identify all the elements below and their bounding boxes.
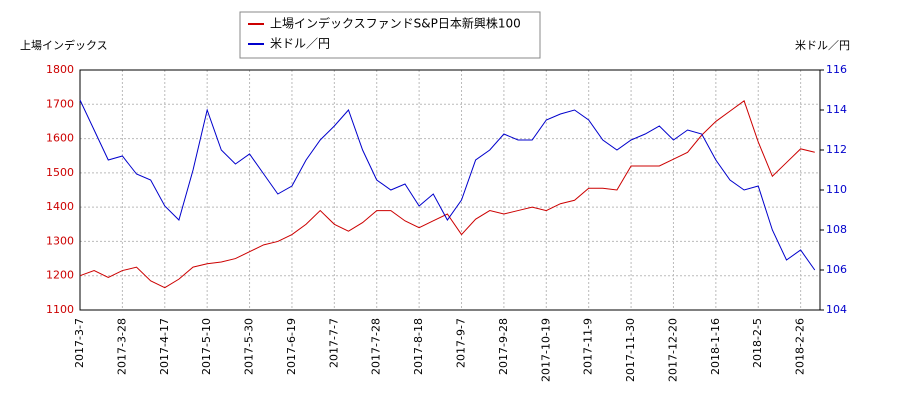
x-tick-label: 2017-11-9 (582, 318, 595, 375)
y-tick-label: 1600 (46, 132, 74, 145)
y2-tick-label: 104 (826, 303, 847, 316)
x-tick-label: 2017-7-7 (327, 318, 340, 368)
series-line (79, 99, 816, 271)
x-tick-label: 2018-2-5 (751, 318, 764, 368)
x-tick-label: 2017-12-20 (666, 318, 679, 382)
y-tick-label: 1800 (46, 63, 74, 76)
y2-tick-label: 114 (826, 103, 847, 116)
y-tick-label: 1100 (46, 303, 74, 316)
legend-label: 上場インデックスファンドS&P日本新興株100 (270, 16, 521, 31)
y2-axis-label: 米ドル／円 (795, 39, 850, 52)
y-axis-label: 上場インデックス (20, 38, 108, 52)
legend-box (239, 11, 541, 59)
series-line (79, 100, 815, 289)
x-tick-label: 2017-9-7 (455, 318, 468, 368)
y-tick-label: 1300 (46, 234, 74, 247)
x-tick-label: 2018-1-16 (709, 318, 722, 375)
x-tick-label: 2017-4-17 (158, 318, 171, 375)
y-tick-label: 1500 (46, 166, 74, 179)
x-tick-label: 2018-2-26 (794, 318, 807, 375)
x-tick-label: 2017-7-28 (370, 318, 383, 375)
x-tick-label: 2017-5-30 (243, 318, 256, 375)
y2-tick-label: 108 (826, 223, 847, 236)
y-tick-label: 1200 (46, 269, 74, 282)
x-tick-label: 2017-11-30 (624, 318, 637, 382)
y-tick-label: 1400 (46, 200, 74, 213)
plot-frame (79, 69, 821, 311)
y2-tick-label: 112 (826, 143, 847, 156)
x-tick-label: 2017-10-19 (539, 318, 552, 382)
x-tick-label: 2017-3-28 (115, 318, 128, 375)
x-tick-label: 2017-6-19 (285, 318, 298, 375)
y2-tick-label: 106 (826, 263, 847, 276)
x-tick-label: 2017-3-7 (73, 318, 86, 368)
y2-tick-label: 116 (826, 63, 847, 76)
x-tick-label: 2017-5-10 (200, 318, 213, 375)
legend-label: 米ドル／円 (270, 37, 330, 51)
x-tick-label: 2017-9-28 (497, 318, 510, 375)
y2-tick-label: 110 (826, 183, 847, 196)
y-tick-label: 1700 (46, 97, 74, 110)
x-tick-label: 2017-8-18 (412, 318, 425, 375)
